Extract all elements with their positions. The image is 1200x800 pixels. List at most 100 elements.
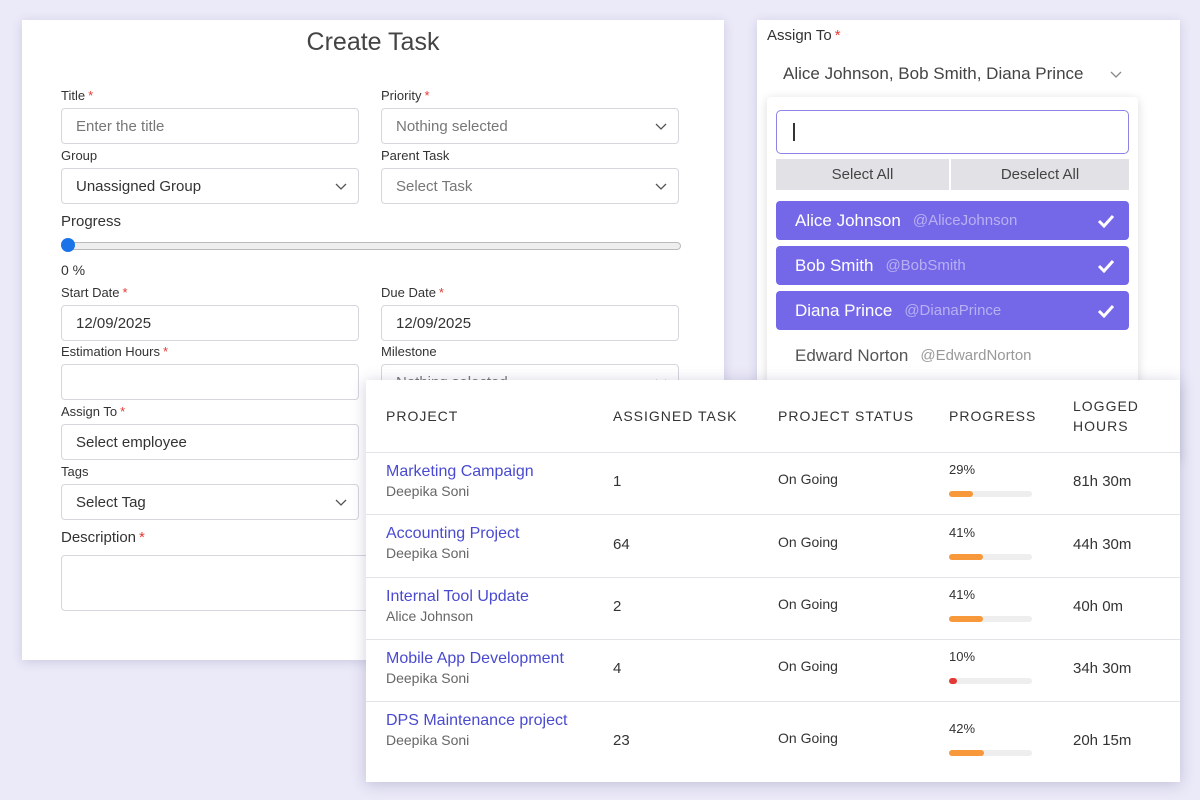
assigned-task: 23 <box>613 731 630 749</box>
check-icon <box>1097 214 1115 228</box>
row-divider <box>366 452 1180 453</box>
assign-select[interactable]: Alice Johnson, Bob Smith, Diana Prince <box>767 60 1143 88</box>
project-link[interactable]: DPS Maintenance project <box>386 712 568 729</box>
label-text: Parent Task <box>381 148 450 163</box>
field-label: Parent Task <box>381 148 449 163</box>
slider-thumb[interactable] <box>61 238 75 252</box>
field-label: Tags <box>61 464 88 479</box>
label-text: Assign To <box>767 27 832 44</box>
progress-bar <box>949 491 974 497</box>
label-text: Milestone <box>381 344 437 359</box>
column-header: LOGGED HOURS <box>1073 398 1139 434</box>
required-mark: * <box>120 404 126 419</box>
input-value: 12/09/2025 <box>76 314 152 332</box>
chevron <box>335 183 347 190</box>
input-text[interactable] <box>61 364 359 400</box>
field-label: Due Date * <box>381 285 444 300</box>
employee-name: Diana Prince <box>795 300 893 320</box>
input-value: 12/09/2025 <box>396 314 472 332</box>
project-owner: Deepika Soni <box>386 670 470 686</box>
column-header: PROJECT STATUS <box>778 408 915 424</box>
employee-option[interactable]: Edward Norton @EdwardNorton <box>776 336 1129 375</box>
project-link[interactable]: Internal Tool Update <box>386 588 529 605</box>
project-owner: Deepika Soni <box>386 483 470 499</box>
required-mark: * <box>424 88 430 103</box>
logged-hours: 40h 0m <box>1073 598 1124 615</box>
progress-track <box>949 491 1032 497</box>
employee-option[interactable]: Bob Smith @BobSmith <box>776 246 1129 285</box>
field-label: Start Date * <box>61 285 128 300</box>
progress-label: 10% <box>949 649 976 664</box>
field-label: Description * <box>61 529 145 546</box>
project-link[interactable]: Accounting Project <box>386 525 520 542</box>
progress-track <box>949 678 1032 684</box>
input-text[interactable]: 12/09/2025 <box>61 305 359 341</box>
row-divider <box>366 639 1180 640</box>
caret <box>793 123 795 141</box>
progress-label: 42% <box>949 720 976 736</box>
field-label: Assign To * <box>767 27 841 44</box>
label-text: Priority <box>381 88 422 103</box>
input-placeholder: Select Task <box>396 177 473 195</box>
project-status: On Going <box>778 471 838 487</box>
progress-track <box>949 616 1032 622</box>
label-text: Title <box>61 88 86 103</box>
row-divider <box>366 577 1180 578</box>
required-mark: * <box>139 529 145 546</box>
employee-option[interactable]: Alice Johnson @AliceJohnson <box>776 201 1129 240</box>
input-select[interactable]: Select Tag <box>61 484 359 520</box>
field-label: Assign To * <box>61 404 125 419</box>
employee-option[interactable]: Diana Prince @DianaPrince <box>776 291 1129 330</box>
column-header: PROJECT <box>386 408 459 424</box>
input-text[interactable]: Select employee <box>61 424 359 460</box>
required-mark: * <box>88 88 94 103</box>
employee-handle: @DianaPrince <box>904 302 1002 319</box>
label-text: Tags <box>61 464 89 479</box>
required-mark: * <box>438 285 444 300</box>
input-select[interactable]: Nothing selected <box>381 108 679 144</box>
button-deselect-all[interactable]: Deselect All <box>951 159 1129 190</box>
input-value: Select Tag <box>76 493 146 511</box>
column-header: PROGRESS <box>949 408 1037 424</box>
project-owner: Alice Johnson <box>386 608 474 624</box>
chevron <box>655 183 667 190</box>
logged-hours: 34h 30m <box>1073 660 1132 677</box>
employee-handle: @BobSmith <box>885 257 966 274</box>
project-link[interactable]: Mobile App Development <box>386 650 564 667</box>
logged-hours: 20h 15m <box>1073 731 1132 749</box>
input-text[interactable]: Enter the title <box>61 108 359 144</box>
form-title: Create Task <box>306 28 440 56</box>
required-mark: * <box>122 285 128 300</box>
employee-name: Edward Norton <box>795 345 909 365</box>
required-mark: * <box>834 27 841 44</box>
check-icon <box>1097 259 1115 273</box>
input-select[interactable]: Select Task <box>381 168 679 204</box>
label-text: Progress <box>61 213 122 230</box>
field-label: Estimation Hours * <box>61 344 168 359</box>
input-select[interactable]: Unassigned Group <box>61 168 359 204</box>
input-value: Unassigned Group <box>76 177 202 195</box>
required-mark: * <box>162 344 169 359</box>
progress-bar <box>949 616 984 622</box>
employee-handle: @AliceJohnson <box>912 212 1018 229</box>
label-text: Assign To <box>61 404 118 419</box>
assigned-task: 4 <box>613 660 622 677</box>
label-text: Estimation Hours <box>61 344 160 359</box>
project-status: On Going <box>778 729 838 746</box>
progress-track <box>949 749 1032 756</box>
search-input[interactable] <box>776 110 1129 154</box>
button-select-all[interactable]: Select All <box>776 159 949 190</box>
label-text: Group <box>61 148 98 163</box>
progress-track <box>949 553 1032 560</box>
employee-handle: @EdwardNorton <box>920 347 1032 364</box>
input-text[interactable]: 12/09/2025 <box>381 305 679 341</box>
project-cell: Accounting Project Deepika Soni <box>386 522 571 561</box>
project-cell: Internal Tool Update Alice Johnson <box>386 585 571 624</box>
row-divider <box>366 701 1180 702</box>
employee-name: Alice Johnson <box>795 210 901 230</box>
slider-track[interactable] <box>65 242 681 250</box>
project-link[interactable]: Marketing Campaign <box>386 463 534 480</box>
project-cell: Mobile App Development Deepika Soni <box>386 647 571 686</box>
field-label: Group <box>61 148 97 163</box>
